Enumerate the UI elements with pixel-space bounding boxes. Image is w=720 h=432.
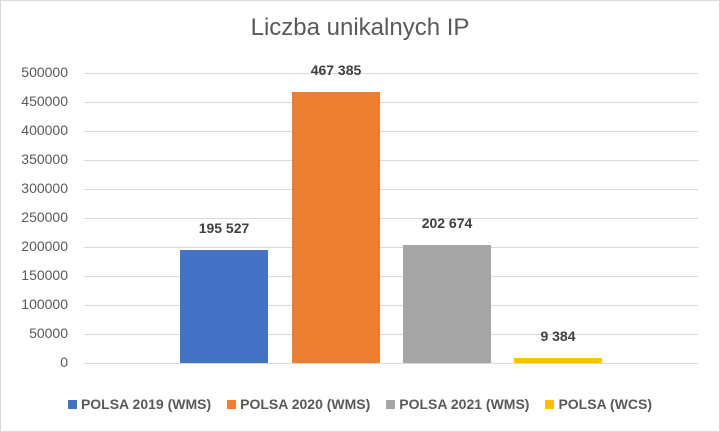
bar-3 <box>403 245 491 363</box>
legend-item: POLSA 2020 (WMS) <box>227 396 370 412</box>
legend-item: POLSA 2021 (WMS) <box>386 396 529 412</box>
gridline <box>84 160 698 161</box>
gridline <box>84 276 698 277</box>
bar-2 <box>292 91 380 363</box>
gridline <box>84 102 698 103</box>
chart-title: Liczba unikalnych IP <box>250 14 470 41</box>
legend-swatch-icon <box>67 399 77 409</box>
legend-swatch-icon <box>227 399 237 409</box>
legend-item: POLSA (WCS) <box>545 396 652 412</box>
legend-swatch-icon <box>545 399 555 409</box>
y-tick-label: 150000 <box>21 267 68 283</box>
y-tick-label: 0 <box>60 354 68 370</box>
gridline <box>84 73 698 74</box>
legend-item: POLSA 2019 (WMS) <box>67 396 212 412</box>
legend-label: POLSA 2019 (WMS) <box>80 396 212 412</box>
y-tick-label: 50000 <box>29 325 68 341</box>
gridline <box>84 218 698 219</box>
legend-label: POLSA 2020 (WMS) <box>240 396 371 412</box>
y-tick-label: 250000 <box>21 209 68 225</box>
data-label: 195 527 <box>198 219 250 236</box>
data-label: 202 674 <box>421 215 473 232</box>
y-tick-label: 300000 <box>21 180 68 196</box>
y-tick-label: 400000 <box>21 122 68 138</box>
gridline <box>84 247 698 248</box>
legend: POLSA 2019 (WMS) POLSA 2020 (WMS) POLSA 20… <box>0 396 720 412</box>
gridline <box>84 363 698 364</box>
legend-label: POLSA 2021 (WMS) <box>399 396 530 412</box>
gridline <box>84 305 698 306</box>
y-tick-label: 100000 <box>21 296 68 312</box>
y-tick-label: 500000 <box>21 64 68 80</box>
gridline <box>84 131 698 132</box>
bar-1 <box>180 249 268 363</box>
plot-area: 195 527 467 385 202 674 9 384 <box>84 62 698 364</box>
legend-label: POLSA (WCS) <box>558 396 653 412</box>
gridline <box>84 189 698 190</box>
bar-4 <box>514 357 602 363</box>
y-tick-label: 450000 <box>21 93 68 109</box>
gridline <box>84 334 698 335</box>
y-tick-label: 200000 <box>21 238 68 254</box>
y-tick-label: 350000 <box>21 151 68 167</box>
legend-swatch-icon <box>386 399 396 409</box>
data-label: 9 384 <box>540 327 576 344</box>
data-label: 467 385 <box>310 61 362 78</box>
